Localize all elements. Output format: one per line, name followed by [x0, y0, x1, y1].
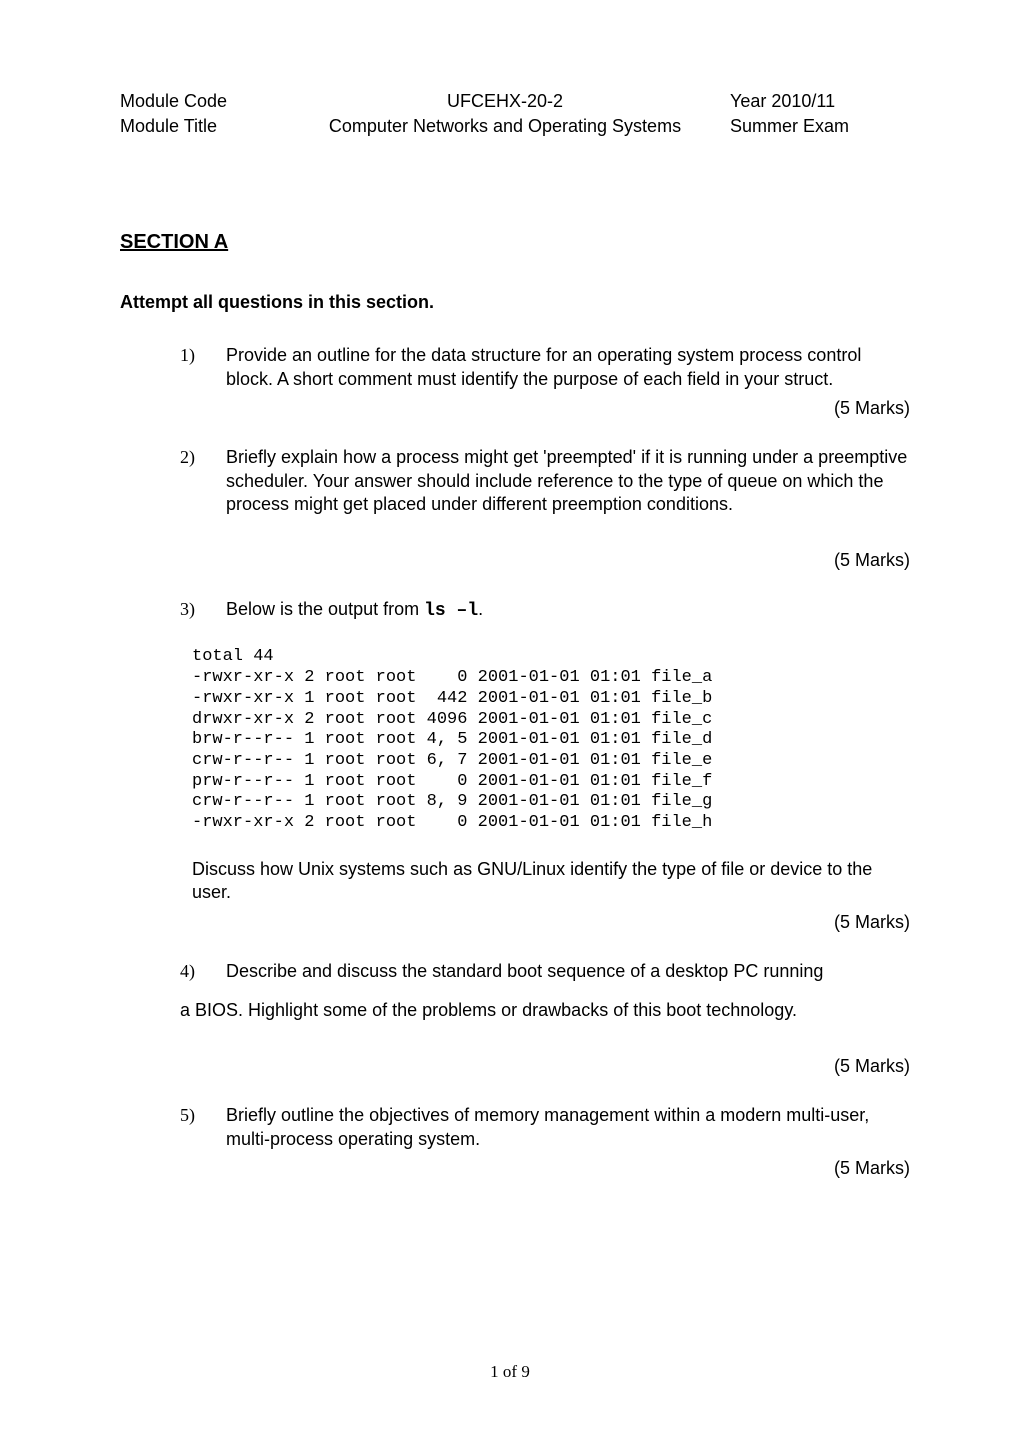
section-a-title: SECTION A — [120, 229, 910, 255]
question-3: 3) Below is the output from ls –l. — [180, 598, 910, 623]
q4-marks: (5 Marks) — [120, 1055, 910, 1078]
q5-text: Briefly outline the objectives of memory… — [226, 1104, 910, 1151]
q5-marks: (5 Marks) — [120, 1157, 910, 1180]
module-code-value: UFCEHX-20-2 — [280, 90, 730, 113]
attempt-instruction: Attempt all questions in this section. — [120, 291, 910, 314]
q3-prefix: Below is the output from — [226, 599, 424, 619]
module-code-label: Module Code — [120, 90, 280, 113]
year-value: Year 2010/11 — [730, 90, 910, 113]
q1-number: 1) — [180, 344, 226, 391]
q3-number: 3) — [180, 598, 226, 623]
q3-followup: Discuss how Unix systems such as GNU/Lin… — [192, 858, 910, 905]
q2-marks: (5 Marks) — [120, 549, 910, 572]
q3-marks: (5 Marks) — [120, 911, 910, 934]
q2-number: 2) — [180, 446, 226, 516]
ls-output-code: total 44 -rwxr-xr-x 2 root root 0 2001-0… — [192, 647, 910, 834]
q3-cmd: ls –l — [424, 601, 478, 621]
q4-line1: Describe and discuss the standard boot s… — [226, 961, 823, 981]
q1-marks: (5 Marks) — [120, 397, 910, 420]
q4-number: 4) — [180, 960, 226, 983]
q1-text: Provide an outline for the data structur… — [226, 344, 910, 391]
header-row-1: Module Code UFCEHX-20-2 Year 2010/11 — [120, 90, 910, 113]
q3-text: Below is the output from ls –l. — [226, 598, 910, 623]
q3-suffix: . — [478, 599, 483, 619]
q2-text: Briefly explain how a process might get … — [226, 446, 910, 516]
header-row-2: Module Title Computer Networks and Opera… — [120, 115, 910, 138]
question-5: 5) Briefly outline the objectives of mem… — [180, 1104, 910, 1151]
question-1: 1) Provide an outline for the data struc… — [180, 344, 910, 391]
question-4: 4)Describe and discuss the standard boot… — [180, 960, 910, 983]
q4-line2: a BIOS. Highlight some of the problems o… — [180, 999, 910, 1022]
page-footer: 1 of 9 — [0, 1361, 1020, 1383]
exam-value: Summer Exam — [730, 115, 910, 138]
module-title-label: Module Title — [120, 115, 280, 138]
question-2: 2) Briefly explain how a process might g… — [180, 446, 910, 516]
q5-number: 5) — [180, 1104, 226, 1151]
module-title-value: Computer Networks and Operating Systems — [280, 115, 730, 138]
